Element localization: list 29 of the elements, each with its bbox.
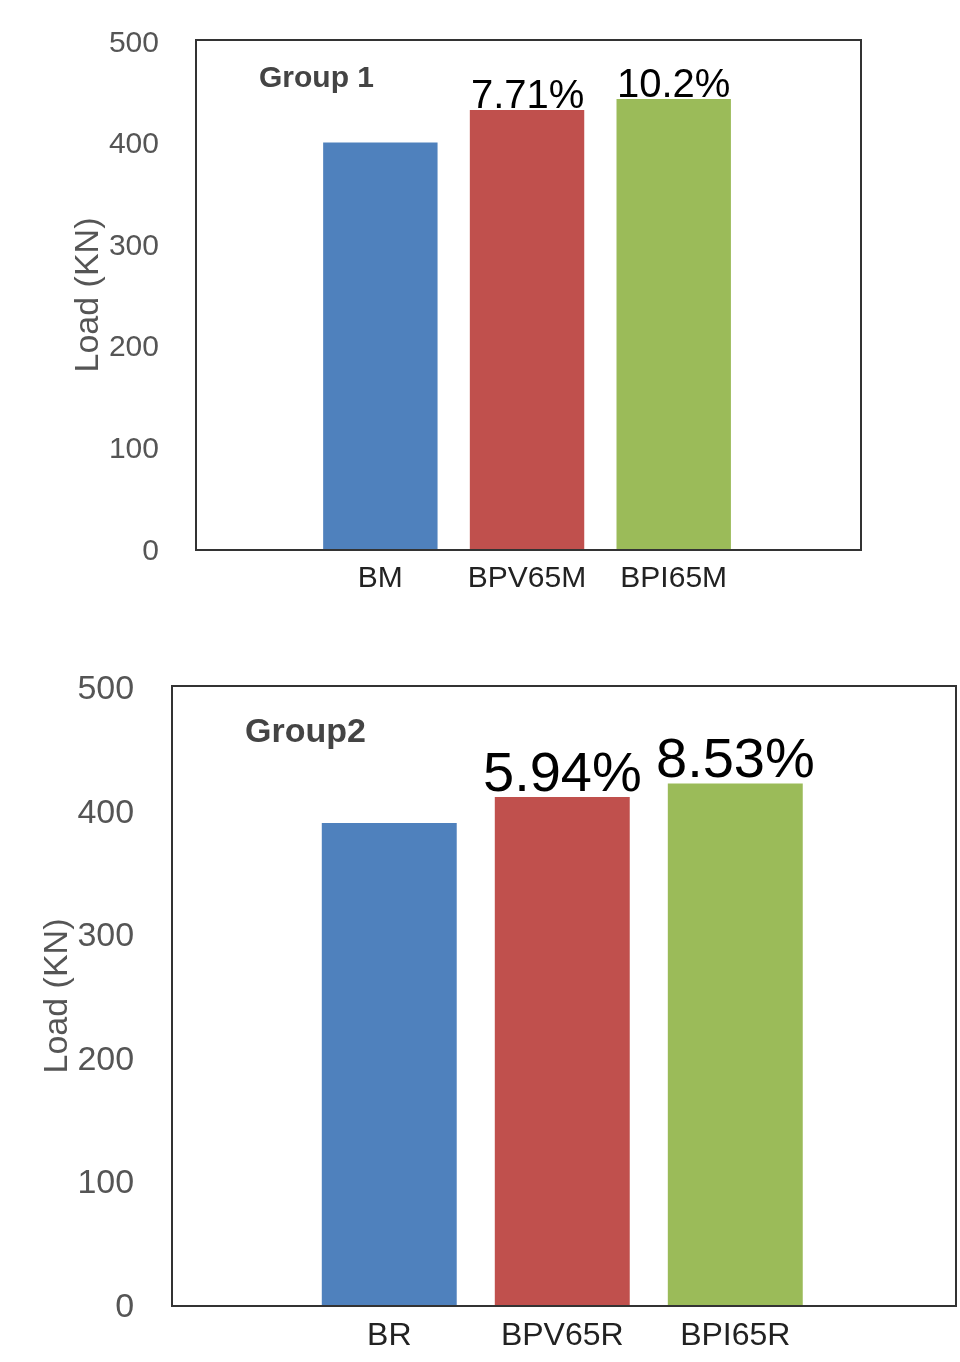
y-tick-label: 200 bbox=[108, 329, 159, 363]
x-tick-label: BM bbox=[357, 560, 403, 593]
y-tick-label: 400 bbox=[108, 126, 159, 160]
y-tick-label: 500 bbox=[77, 667, 135, 706]
annotation: 8.53% bbox=[656, 726, 815, 789]
y-tick-label: 300 bbox=[108, 227, 159, 261]
y-tick-label: 100 bbox=[77, 1162, 135, 1201]
y-tick-label: 500 bbox=[108, 24, 159, 58]
x-tick-label: BR bbox=[367, 1316, 412, 1353]
x-tick-label: BPV65M bbox=[467, 560, 587, 593]
annotation: 10.2% bbox=[617, 61, 731, 105]
bar bbox=[323, 142, 438, 549]
annotation: 5.94% bbox=[483, 740, 642, 803]
annotation: 7.71% bbox=[471, 72, 585, 116]
y-tick-label: 0 bbox=[142, 532, 159, 566]
y-tick-label: 100 bbox=[108, 430, 159, 464]
x-tick-label: BPI65M bbox=[620, 560, 728, 593]
x-tick-label: BPV65R bbox=[500, 1316, 624, 1353]
y-tick-label: 400 bbox=[77, 791, 135, 830]
y-axis-title: Load (KN) bbox=[67, 217, 106, 373]
y-tick-label: 300 bbox=[77, 915, 135, 954]
y-tick-label: 200 bbox=[77, 1038, 135, 1077]
annotation: Group 1 bbox=[259, 60, 375, 93]
y-tick-label: 0 bbox=[115, 1285, 135, 1324]
bar bbox=[616, 98, 731, 549]
x-tick-label: BPI65R bbox=[680, 1316, 791, 1353]
y-axis-title: Load (KN) bbox=[35, 918, 74, 1074]
bar bbox=[469, 110, 585, 549]
annotation: Group2 bbox=[245, 711, 366, 749]
